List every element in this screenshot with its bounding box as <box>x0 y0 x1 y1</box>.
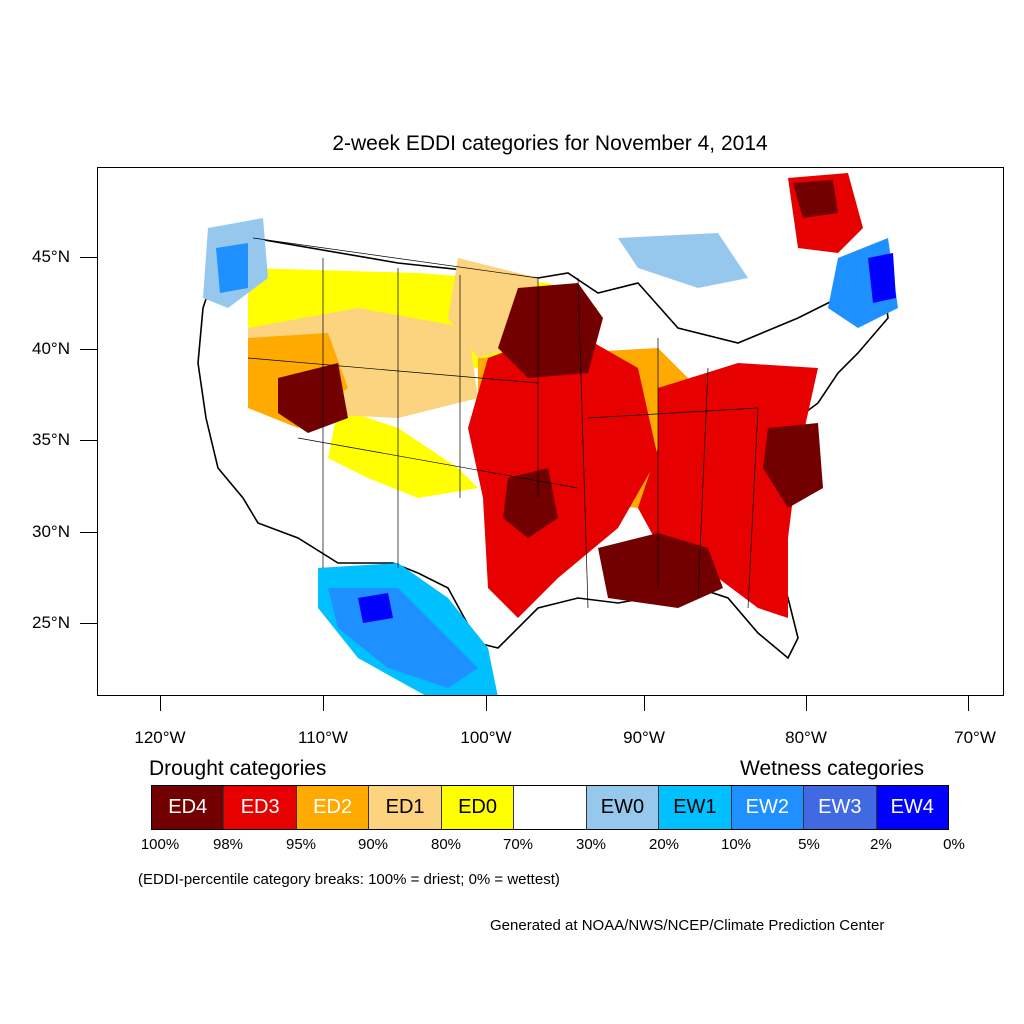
eddi-map <box>197 173 898 695</box>
legend-cell-ed0: ED0 <box>441 786 515 829</box>
lat-label-35: 35°N <box>32 430 70 449</box>
lat-tick <box>80 349 97 350</box>
legend-cell-neutral <box>514 786 587 829</box>
wetness-categories-heading: Wetness categories <box>740 757 925 780</box>
region-ed4-texas <box>503 468 558 538</box>
pct-label: 100% <box>140 836 180 853</box>
lat-tick <box>80 440 97 441</box>
map-title: 2-week EDDI categories for November 4, 2… <box>332 132 768 155</box>
pct-label: 20% <box>648 836 680 853</box>
region-ed4-utah <box>278 363 348 433</box>
region-ew4-maine <box>868 253 896 303</box>
region-ed4-southeast <box>598 533 723 608</box>
lon-tick <box>806 696 807 711</box>
legend-cell-ew2: EW2 <box>731 786 805 829</box>
lon-label-120: 120°W <box>134 728 186 747</box>
pct-label: 95% <box>285 836 317 853</box>
region-ew2-nw <box>216 243 248 293</box>
legend-cell-ed3: ED3 <box>224 786 297 829</box>
lon-tick <box>644 696 645 711</box>
pct-label: 70% <box>502 836 534 853</box>
lon-label-110: 110°W <box>298 728 348 747</box>
lon-tick <box>486 696 487 711</box>
pct-label: 90% <box>357 836 389 853</box>
lat-tick <box>80 532 97 533</box>
lon-tick <box>323 696 324 711</box>
lat-label-45: 45°N <box>32 247 70 266</box>
lat-tick <box>80 623 97 624</box>
region-ed4-northplains <box>498 283 603 378</box>
legend-cell-ew3: EW3 <box>804 786 877 829</box>
lon-label-100: 100°W <box>460 728 512 747</box>
legend-cell-ed4: ED4 <box>152 786 225 829</box>
lat-tick <box>80 257 97 258</box>
drought-categories-heading: Drought categories <box>149 757 327 780</box>
pct-label: 80% <box>430 836 462 853</box>
region-ed4-carolinas <box>763 423 823 508</box>
pct-label: 5% <box>798 836 820 853</box>
legend-cell-ew1: EW1 <box>659 786 732 829</box>
state-boundaries <box>247 237 759 609</box>
pct-label: 30% <box>575 836 607 853</box>
pct-label: 2% <box>870 836 892 853</box>
lat-label-25: 25°N <box>32 613 70 632</box>
lon-tick <box>160 696 161 711</box>
legend-cell-ew0: EW0 <box>586 786 660 829</box>
lat-label-40: 40°N <box>32 339 70 358</box>
region-ed4-northeast <box>793 180 838 218</box>
pct-label: 10% <box>720 836 752 853</box>
category-colorbar: ED4 ED3 ED2 ED1 ED0 EW0 EW1 EW2 EW3 EW4 <box>151 785 949 830</box>
lon-label-80: 80°W <box>785 728 827 747</box>
lat-label-30: 30°N <box>32 522 70 541</box>
credit-line: Generated at NOAA/NWS/NCEP/Climate Predi… <box>490 917 885 934</box>
legend-cell-ed2: ED2 <box>296 786 370 829</box>
lon-tick <box>968 696 969 711</box>
legend-cell-ew4: EW4 <box>876 786 948 829</box>
map-plot-area <box>97 167 1004 696</box>
region-ed0-south <box>328 408 478 498</box>
pct-label: 98% <box>212 836 244 853</box>
lon-label-90: 90°W <box>623 728 665 747</box>
lon-label-70: 70°W <box>954 728 996 747</box>
region-ed3-plains <box>468 328 658 618</box>
legend-cell-ed1: ED1 <box>369 786 442 829</box>
region-ew0-greatlakes <box>618 233 748 288</box>
region-ew4-mexico <box>358 593 393 623</box>
pct-label: 0% <box>943 836 965 853</box>
category-breaks-note: (EDDI-percentile category breaks: 100% =… <box>138 871 560 888</box>
